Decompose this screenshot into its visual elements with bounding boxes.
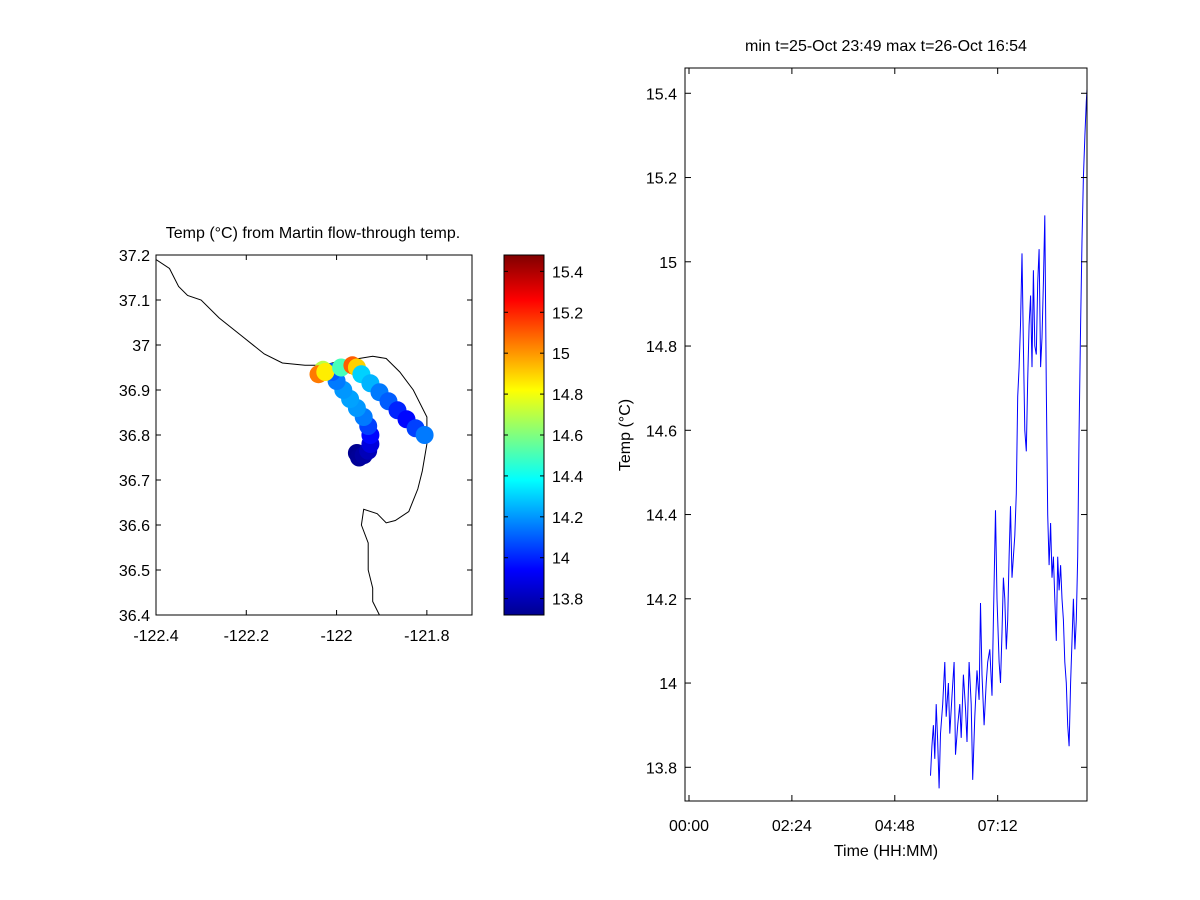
y-tick-label: 37.2	[119, 248, 150, 265]
y-tick-label: 14.8	[646, 339, 677, 356]
y-tick-label: 36.7	[119, 473, 150, 490]
x-tick-label: 04:48	[875, 818, 915, 835]
x-tick-label: -122.4	[133, 628, 178, 645]
colorbar-tick-label: 14.2	[552, 510, 583, 527]
timeseries-ylabel: Temp (°C)	[617, 399, 634, 471]
y-tick-label: 14.2	[646, 592, 677, 609]
y-tick-label: 37.1	[119, 293, 150, 310]
x-tick-label: 07:12	[978, 818, 1018, 835]
x-tick-label: -122	[321, 628, 353, 645]
y-tick-label: 15.2	[646, 171, 677, 188]
colorbar-ticks: 13.8 14 14.2 14.4 14.6 14.8 15 15.2 15.4	[504, 264, 583, 609]
x-tick-label: -121.8	[404, 628, 449, 645]
timeseries-panel: min t=25-Oct 23:49 max t=26-Oct 16:54 00…	[617, 38, 1088, 860]
y-tick-label: 15.4	[646, 86, 677, 103]
y-tick-label: 36.8	[119, 428, 150, 445]
colorbar-tick-label: 15.4	[552, 264, 583, 281]
colorbar-gradient	[503, 254, 545, 616]
timeseries-title: min t=25-Oct 23:49 max t=26-Oct 16:54	[745, 38, 1027, 55]
map-x-axis: -122.4 -122.2 -122 -121.8	[133, 255, 450, 645]
timeseries-x-axis: 00:00 02:24 04:48 07:12	[669, 68, 1018, 835]
y-tick-label: 13.8	[646, 760, 677, 777]
series-layer	[930, 89, 1087, 789]
colorbar-tick-label: 15	[552, 346, 570, 363]
series-line	[930, 89, 1087, 789]
y-tick-label: 14.4	[646, 508, 677, 525]
y-tick-label: 36.5	[119, 563, 150, 580]
y-tick-label: 36.9	[119, 383, 150, 400]
y-tick-label: 37	[132, 338, 150, 355]
x-tick-label: 02:24	[772, 818, 812, 835]
x-tick-label: -122.2	[224, 628, 269, 645]
colorbar-tick-label: 14.8	[552, 387, 583, 404]
coastline-layer	[156, 259, 428, 615]
timeseries-xlabel: Time (HH:MM)	[834, 843, 938, 860]
y-tick-label: 14.6	[646, 423, 677, 440]
y-tick-label: 14	[659, 676, 677, 693]
colorbar-tick-label: 15.2	[552, 305, 583, 322]
track-layer	[309, 356, 434, 467]
colorbar-tick-label: 14.6	[552, 428, 583, 445]
timeseries-y-axis: 13.8 14 14.2 14.4 14.6 14.8 15 15.2 15.4	[646, 86, 1087, 777]
timeseries-axes-frame	[684, 67, 1088, 802]
map-panel: Temp (°C) from Martin flow-through temp.…	[119, 225, 473, 645]
map-y-axis: 36.4 36.5 36.6 36.7 36.8 36.9 37 37.1 37.2	[119, 248, 472, 625]
x-tick-label: 00:00	[669, 818, 709, 835]
track-point	[415, 426, 434, 444]
colorbar-tick-label: 14	[552, 551, 570, 568]
colorbar-tick-label: 13.8	[552, 592, 583, 609]
y-tick-label: 15	[659, 255, 677, 272]
map-title: Temp (°C) from Martin flow-through temp.	[166, 225, 460, 242]
y-tick-label: 36.4	[119, 608, 150, 625]
y-tick-label: 36.6	[119, 518, 150, 535]
track-point	[316, 363, 335, 381]
colorbar: 13.8 14 14.2 14.4 14.6 14.8 15 15.2 15.4	[503, 254, 583, 616]
colorbar-tick-label: 14.4	[552, 469, 583, 486]
coastline	[156, 259, 428, 615]
